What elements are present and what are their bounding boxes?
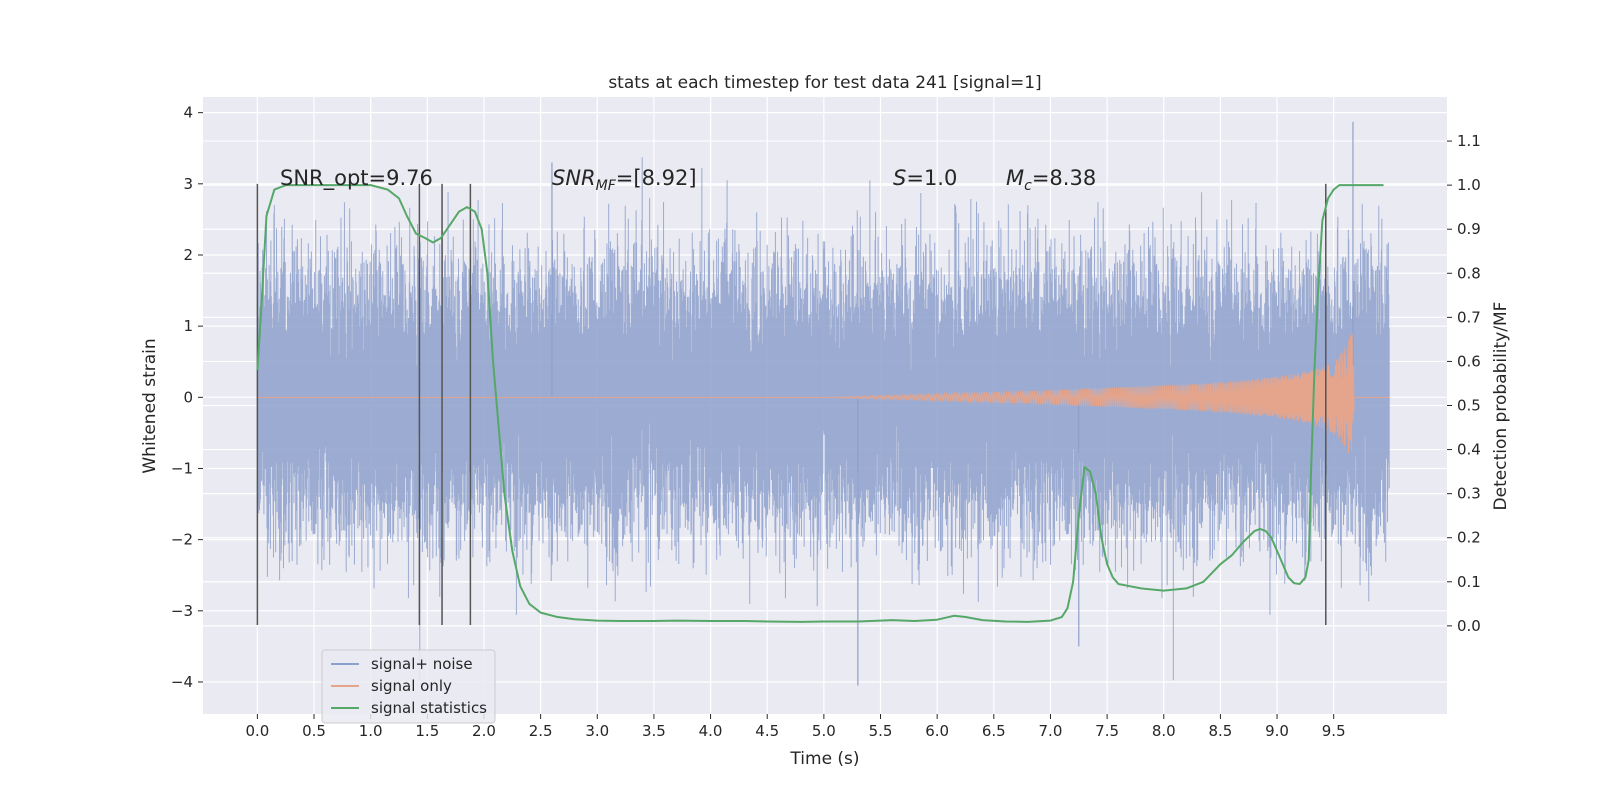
legend-label-signal-only: signal only [371, 677, 452, 695]
x-axis-label: Time (s) [789, 749, 859, 769]
y-axis-label-left: Whitened strain [140, 338, 160, 473]
x-tick-label: 6.5 [982, 722, 1006, 740]
annotation-mc: Mc=8.38 [1006, 166, 1096, 194]
annotation-mc-sub: c [1024, 178, 1032, 194]
y-tick-label-left: −1 [171, 459, 193, 477]
vertical-markers [256, 183, 1327, 626]
y-axis-label-right: Detection probability/MF [1491, 302, 1511, 511]
x-tick-label: 9.5 [1322, 722, 1346, 740]
annotation-snr-mf-suffix: =[8.92] [616, 166, 697, 190]
y-tick-label-right: 0.4 [1457, 441, 1481, 459]
y-tick-label-left: 3 [183, 175, 193, 193]
y-tick-label-left: 0 [183, 388, 193, 406]
annotation-snr-opt: SNR_opt=9.76 [280, 166, 433, 191]
x-tick-label: 3.5 [642, 722, 666, 740]
signal-only-series [257, 333, 1390, 453]
x-tick-label: 8.0 [1152, 722, 1176, 740]
y-tick-label-right: 0.9 [1457, 220, 1481, 238]
x-tick-label: 2.5 [529, 722, 553, 740]
axis-ticks: 0.0 0.5 1.0 1.5 2.0 2.5 3.0 3.5 4.0 4.5 5.0 5.5 6.0 6… [171, 104, 1481, 740]
x-tick-label: 9.0 [1265, 722, 1289, 740]
x-tick-label: 5.5 [869, 722, 893, 740]
annotation-snr-mf: SNRMF=[8.92] [552, 166, 697, 194]
annotation-s-prefix: S [893, 166, 906, 190]
x-tick-label: 1.5 [415, 722, 439, 740]
y-tick-label-right: 1.1 [1457, 132, 1481, 150]
x-tick-label: 2.0 [472, 722, 496, 740]
x-tick-label: 5.0 [812, 722, 836, 740]
x-tick-label: 3.0 [585, 722, 609, 740]
annotation-snr-mf-sub: MF [596, 178, 617, 194]
y-tick-label-right: 0.7 [1457, 308, 1481, 326]
y-tick-label-left: −4 [171, 673, 193, 691]
x-tick-label: 8.5 [1208, 722, 1232, 740]
x-tick-label: 7.5 [1095, 722, 1119, 740]
y-tick-label-right: 0.2 [1457, 529, 1481, 547]
y-tick-label-left: −3 [171, 602, 193, 620]
signal-only-path [257, 333, 1390, 453]
annotation-s: S=1.0 [893, 166, 957, 190]
annotation-mc-suffix: =8.38 [1032, 166, 1096, 190]
legend-box [321, 649, 496, 724]
chart-title: stats at each timestep for test data 241… [608, 73, 1041, 93]
annotation-mc-prefix: M [1006, 166, 1024, 190]
y-tick-label-right: 0.3 [1457, 485, 1481, 503]
y-tick-label-right: 0.6 [1457, 352, 1481, 370]
annotation-s-suffix: =1.0 [906, 166, 957, 190]
x-tick-label: 4.5 [755, 722, 779, 740]
x-tick-label: 7.0 [1039, 722, 1063, 740]
y-tick-label-left: 2 [183, 246, 193, 264]
y-tick-label-right: 1.0 [1457, 176, 1481, 194]
y-tick-label-right: 0.1 [1457, 573, 1481, 591]
x-tick-label: 0.5 [302, 722, 326, 740]
x-tick-label: 4.0 [699, 722, 723, 740]
legend-label-signal-noise: signal+ noise [371, 655, 473, 673]
y-tick-label-right: 0.8 [1457, 264, 1481, 282]
y-tick-label-left: −2 [171, 531, 193, 549]
annotation-snr-mf-prefix: SNR [552, 166, 596, 190]
y-tick-label-right: 0.0 [1457, 617, 1481, 635]
y-tick-label-left: 4 [183, 104, 193, 122]
legend-label-signal-statistics: signal statistics [371, 699, 487, 717]
legend: signal+ noise signal only signal statist… [321, 649, 496, 724]
x-tick-label: 6.0 [925, 722, 949, 740]
signal-statistics-path [256, 184, 1384, 623]
y-tick-label-left: 1 [183, 317, 193, 335]
x-tick-label: 0.0 [245, 722, 269, 740]
x-tick-label: 1.0 [359, 722, 383, 740]
y-tick-label-right: 0.5 [1457, 397, 1481, 415]
signal-statistics-series [256, 184, 1384, 623]
